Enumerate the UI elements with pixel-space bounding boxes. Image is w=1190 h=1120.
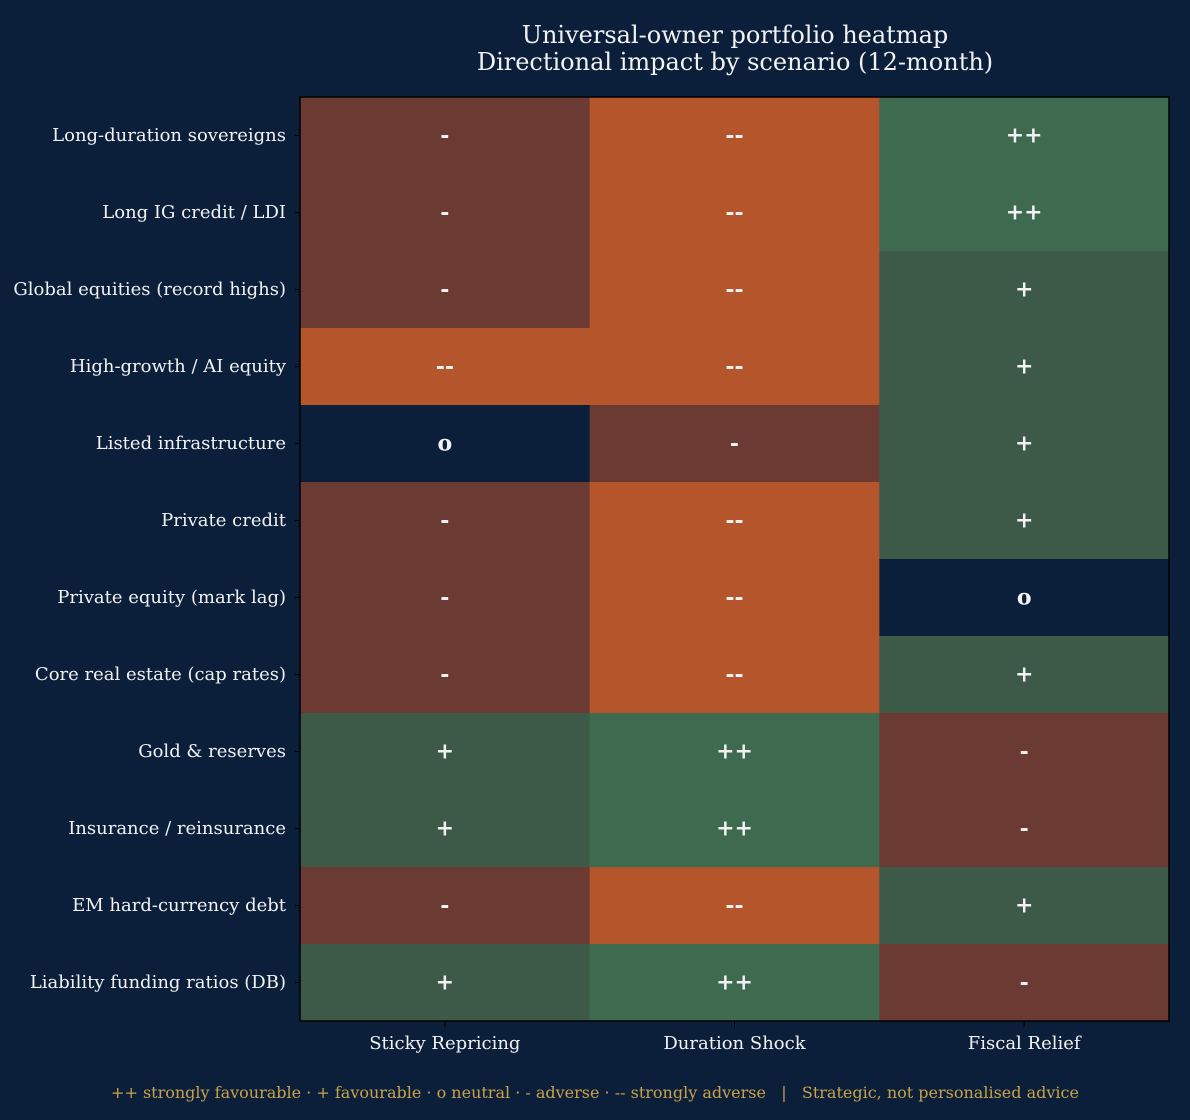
heatmap-cell xyxy=(879,482,1170,560)
legend-footer: ++ strongly favourable · + favourable · … xyxy=(111,1083,1079,1102)
cell-symbol: ++ xyxy=(1006,200,1043,226)
heatmap-cell xyxy=(589,559,880,637)
row-label: Private equity (mark lag) xyxy=(57,587,286,608)
heatmap-cell xyxy=(300,482,591,560)
cell-symbol: - xyxy=(440,585,449,611)
heatmap-cell xyxy=(879,328,1170,406)
row-label: High-growth / AI equity xyxy=(70,356,287,377)
heatmap-cell xyxy=(589,251,880,329)
heatmap-cell xyxy=(300,174,591,252)
cell-symbol: -- xyxy=(725,200,743,226)
row-labels: Long-duration sovereigns Long IG credit /… xyxy=(13,125,300,993)
heatmap-cell xyxy=(879,944,1170,1022)
row-label: Liability funding ratios (DB) xyxy=(30,972,286,993)
heatmap-cell xyxy=(300,867,591,945)
heatmap-cell xyxy=(589,328,880,406)
heatmap-cell xyxy=(589,944,880,1022)
column-labels: Sticky Repricing Duration Shock Fiscal Rel… xyxy=(369,1021,1082,1054)
heatmap-cell xyxy=(300,790,591,868)
heatmap-cell xyxy=(300,251,591,329)
cell-symbol: + xyxy=(436,739,454,765)
cell-symbol: - xyxy=(440,123,449,149)
cell-symbol: - xyxy=(1020,739,1029,765)
heatmap-cell xyxy=(300,713,591,791)
cell-symbol: + xyxy=(436,816,454,842)
heatmap-cell xyxy=(879,790,1170,868)
cell-symbol: -- xyxy=(725,354,743,380)
cell-symbol: - xyxy=(440,200,449,226)
heatmap-cell xyxy=(879,867,1170,945)
heatmap-cell xyxy=(300,328,591,406)
cell-symbol: + xyxy=(1015,354,1033,380)
heatmap-cell xyxy=(589,174,880,252)
cell-symbol: - xyxy=(1020,816,1029,842)
column-label: Sticky Repricing xyxy=(369,1033,520,1054)
row-label: Global equities (record highs) xyxy=(13,279,286,300)
heatmap-cell xyxy=(879,405,1170,483)
cell-symbol: o xyxy=(1017,585,1032,611)
cell-symbol: -- xyxy=(725,508,743,534)
cell-symbol: - xyxy=(440,662,449,688)
heatmap-cell xyxy=(879,559,1170,637)
column-label: Fiscal Relief xyxy=(968,1033,1082,1054)
cell-symbol: o xyxy=(437,431,452,457)
heatmap-cell xyxy=(589,97,880,175)
cell-symbol: + xyxy=(1015,431,1033,457)
heatmap-cell xyxy=(879,97,1170,175)
heatmap-cell xyxy=(300,405,591,483)
chart-title: Universal-owner portfolio heatmap xyxy=(522,21,949,49)
cell-symbol: - xyxy=(440,508,449,534)
heatmap-cell xyxy=(589,867,880,945)
row-label: Long-duration sovereigns xyxy=(52,125,286,146)
cell-symbol: + xyxy=(1015,893,1033,919)
cell-symbol: -- xyxy=(436,354,454,380)
cell-symbol: ++ xyxy=(1006,123,1043,149)
cell-symbol: + xyxy=(436,970,454,996)
heatmap-cell xyxy=(589,790,880,868)
row-label: Gold & reserves xyxy=(138,741,286,762)
cell-symbol: -- xyxy=(725,123,743,149)
cell-symbol: -- xyxy=(725,662,743,688)
row-label: Insurance / reinsurance xyxy=(68,818,286,839)
heatmap-cell xyxy=(589,405,880,483)
row-label: EM hard-currency debt xyxy=(72,895,287,916)
heatmap-cell xyxy=(879,713,1170,791)
cell-symbol: ++ xyxy=(716,970,753,996)
cell-symbol: ++ xyxy=(716,739,753,765)
column-label: Duration Shock xyxy=(663,1033,806,1054)
cell-symbol: + xyxy=(1015,277,1033,303)
cell-symbol: - xyxy=(1020,970,1029,996)
cell-symbol: ++ xyxy=(716,816,753,842)
heatmap-cell xyxy=(589,713,880,791)
cell-symbol: + xyxy=(1015,508,1033,534)
heatmap-cell xyxy=(879,251,1170,329)
chart-subtitle: Directional impact by scenario (12-month… xyxy=(477,48,993,76)
cell-symbol: - xyxy=(730,431,739,457)
heatmap-cell xyxy=(300,97,591,175)
heatmap-cell xyxy=(879,174,1170,252)
row-label: Core real estate (cap rates) xyxy=(35,664,286,685)
heatmap-cell xyxy=(589,636,880,714)
row-label: Private credit xyxy=(161,510,287,531)
heatmap-cells: - -- ++- -- ++- -- +-- -- +o - +- -- +- -- o- -- ++ ++ -+ +… xyxy=(300,97,1170,1022)
row-label: Listed infrastructure xyxy=(96,433,286,454)
cell-symbol: -- xyxy=(725,893,743,919)
cell-symbol: - xyxy=(440,893,449,919)
row-label: Long IG credit / LDI xyxy=(102,202,286,223)
heatmap-cell xyxy=(300,944,591,1022)
plot-frame xyxy=(299,96,1170,1022)
heatmap-cell xyxy=(879,636,1170,714)
cell-symbol: + xyxy=(1015,662,1033,688)
cell-symbol: -- xyxy=(725,277,743,303)
heatmap-cell xyxy=(589,482,880,560)
cell-symbol: - xyxy=(440,277,449,303)
heatmap-cell xyxy=(300,636,591,714)
heatmap-cell xyxy=(300,559,591,637)
cell-symbol: -- xyxy=(725,585,743,611)
